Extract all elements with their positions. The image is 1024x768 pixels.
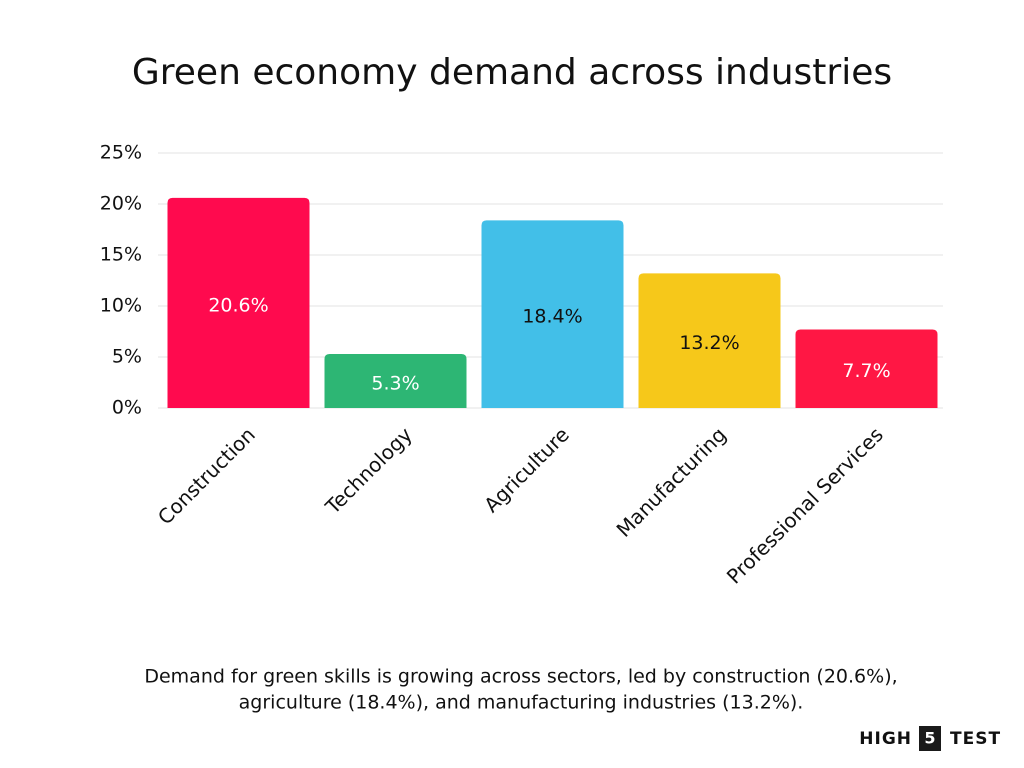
chart-title: Green economy demand across industries: [132, 52, 892, 93]
y-tick-label: 25%: [100, 142, 142, 164]
value-label: 7.7%: [842, 360, 890, 382]
bar: [481, 220, 624, 408]
y-tick-label: 15%: [100, 244, 142, 266]
bar: [167, 197, 310, 408]
y-tick-label: 0%: [112, 397, 142, 419]
logo-text: HIGH: [859, 729, 912, 749]
caption: agriculture (18.4%), and manufacturing i…: [239, 692, 804, 714]
logo: HIGH 5 TEST: [859, 726, 1001, 751]
bar: [795, 329, 938, 408]
y-tick-label: 10%: [100, 295, 142, 317]
bar: [638, 273, 781, 408]
logo-text: TEST: [950, 729, 1001, 749]
logo-box: [919, 726, 941, 751]
value-label: 5.3%: [371, 372, 419, 394]
caption: Demand for green skills is growing acros…: [144, 666, 897, 688]
logo-text: 5: [924, 729, 935, 748]
value-label: 13.2%: [679, 332, 739, 354]
value-label: 20.6%: [208, 294, 268, 316]
y-tick-label: 20%: [100, 193, 142, 215]
value-label: 18.4%: [522, 306, 582, 328]
y-tick-label: 5%: [112, 346, 142, 368]
bar: [324, 353, 467, 408]
